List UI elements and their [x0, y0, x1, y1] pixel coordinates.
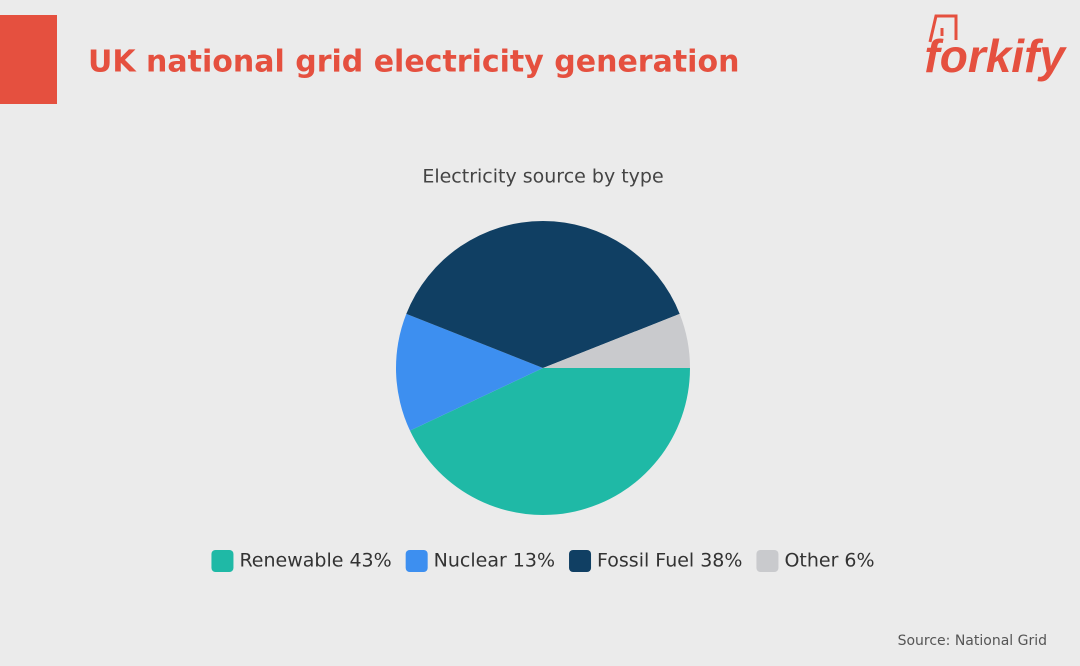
legend-label: Renewable — [239, 550, 343, 572]
legend-value: 43% — [349, 550, 391, 572]
legend-swatch — [569, 550, 592, 572]
legend-label: Nuclear — [434, 550, 507, 572]
legend-swatch — [405, 550, 428, 572]
logo-icon — [928, 14, 958, 43]
legend-item: Fossil Fuel 38% — [569, 550, 742, 572]
legend-label: Fossil Fuel — [597, 550, 694, 572]
legend-value: 6% — [844, 550, 874, 572]
legend: Renewable 43% Nuclear 13% Fossil Fuel 38% Othe… — [211, 550, 875, 572]
pie-slice — [406, 221, 680, 368]
legend-item: Other 6% — [756, 550, 875, 572]
accent-bar — [0, 15, 57, 104]
legend-value: 38% — [700, 550, 742, 572]
chart-title: Electricity source by type — [422, 166, 663, 188]
legend-label: Other — [784, 550, 838, 572]
source-note: Source: National Grid — [898, 633, 1047, 649]
legend-item: Nuclear 13% — [405, 550, 555, 572]
legend-swatch — [756, 550, 779, 572]
pie-slice — [543, 313, 690, 368]
slide-title: UK national grid electricity generation — [88, 45, 739, 80]
logo: forkify — [924, 30, 1067, 82]
pie-slice — [395, 313, 543, 431]
legend-item: Renewable 43% — [211, 550, 392, 572]
pie — [395, 221, 690, 515]
pie-slice — [409, 368, 690, 515]
legend-swatch — [211, 550, 234, 572]
legend-value: 13% — [513, 550, 555, 572]
